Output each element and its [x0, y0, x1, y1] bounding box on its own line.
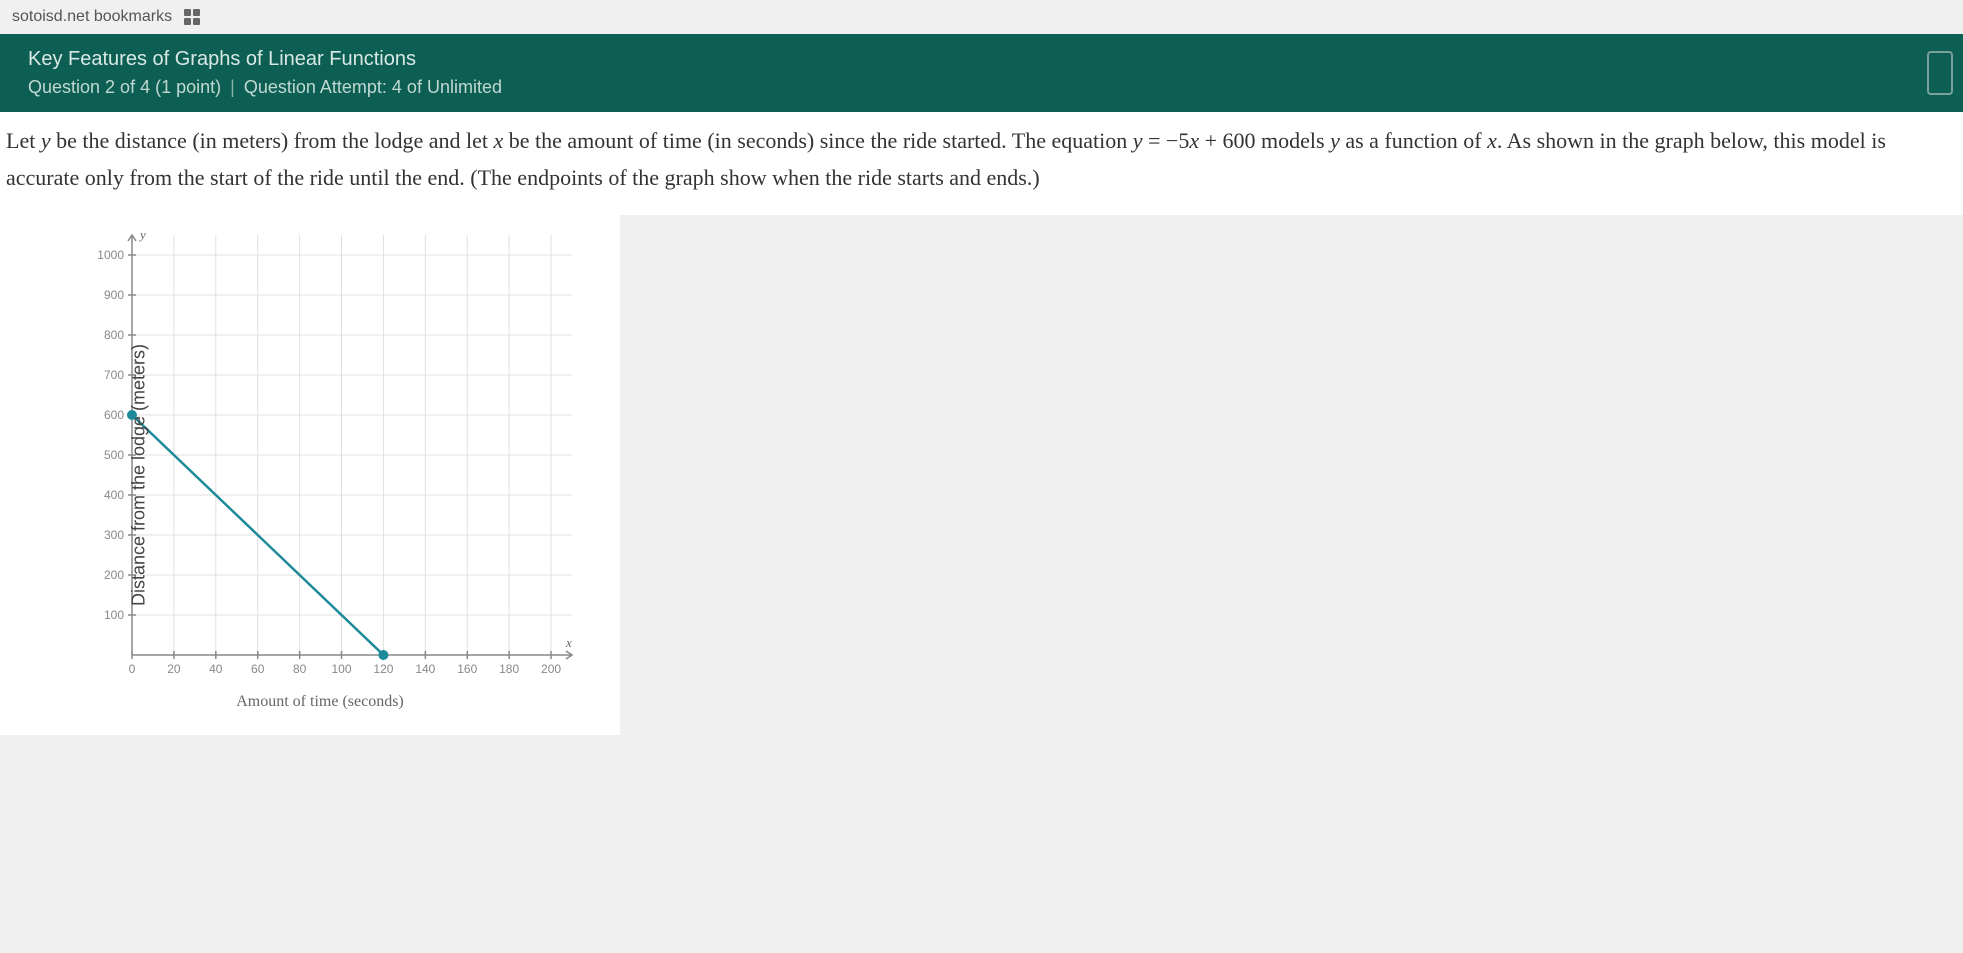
svg-text:400: 400	[104, 488, 124, 502]
svg-text:x: x	[565, 635, 572, 650]
chart-container: Distance from the lodge (meters) 1002003…	[0, 215, 620, 735]
svg-text:20: 20	[167, 662, 181, 676]
svg-text:100: 100	[332, 662, 352, 676]
svg-text:600: 600	[104, 408, 124, 422]
svg-text:1000: 1000	[97, 248, 124, 262]
svg-text:y: y	[138, 227, 146, 242]
x-axis-title: Amount of time (seconds)	[40, 693, 600, 711]
browser-bookmark-bar: sotoisd.net bookmarks	[0, 0, 1963, 34]
question-info: Question 2 of 4 (1 point) | Question Att…	[28, 77, 1935, 98]
svg-text:120: 120	[373, 662, 393, 676]
svg-text:700: 700	[104, 368, 124, 382]
separator: |	[230, 77, 235, 97]
svg-text:800: 800	[104, 328, 124, 342]
svg-text:40: 40	[209, 662, 223, 676]
line-chart: 100 200 300 400 500 600 700 800 900 1000 0 20 40 60 80…	[90, 225, 592, 685]
header-right-button[interactable]	[1927, 51, 1953, 95]
question-number-label: Question 2 of 4 (1 point)	[28, 77, 221, 97]
y-axis-title: Distance from the lodge (meters)	[129, 344, 150, 606]
svg-text:300: 300	[104, 528, 124, 542]
apps-grid-icon[interactable]	[184, 9, 200, 25]
svg-text:200: 200	[104, 568, 124, 582]
svg-text:140: 140	[415, 662, 435, 676]
svg-text:900: 900	[104, 288, 124, 302]
attempt-label: Question Attempt: 4 of Unlimited	[244, 77, 502, 97]
svg-text:80: 80	[293, 662, 307, 676]
svg-text:60: 60	[251, 662, 265, 676]
bookmark-label[interactable]: sotoisd.net bookmarks	[12, 8, 172, 26]
svg-text:500: 500	[104, 448, 124, 462]
problem-statement: Let y be the distance (in meters) from t…	[0, 112, 1963, 215]
problem-text: Let y be the distance (in meters) from t…	[6, 128, 1886, 190]
svg-text:180: 180	[499, 662, 519, 676]
svg-text:160: 160	[457, 662, 477, 676]
svg-text:200: 200	[541, 662, 561, 676]
svg-text:0: 0	[129, 662, 136, 676]
assignment-header: Key Features of Graphs of Linear Functio…	[0, 34, 1963, 112]
assignment-title: Key Features of Graphs of Linear Functio…	[28, 48, 1935, 71]
svg-text:100: 100	[104, 608, 124, 622]
